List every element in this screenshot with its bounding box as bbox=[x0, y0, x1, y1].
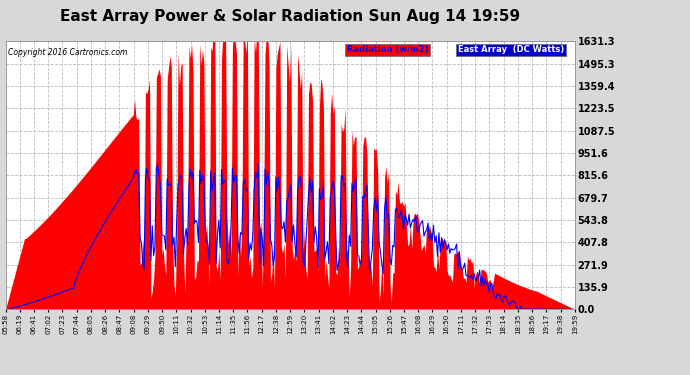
Text: East Array Power & Solar Radiation Sun Aug 14 19:59: East Array Power & Solar Radiation Sun A… bbox=[60, 9, 520, 24]
Text: Copyright 2016 Cartronics.com: Copyright 2016 Cartronics.com bbox=[8, 48, 128, 57]
Text: East Array  (DC Watts): East Array (DC Watts) bbox=[458, 45, 564, 54]
Text: Radiation (w/m2): Radiation (w/m2) bbox=[347, 45, 428, 54]
